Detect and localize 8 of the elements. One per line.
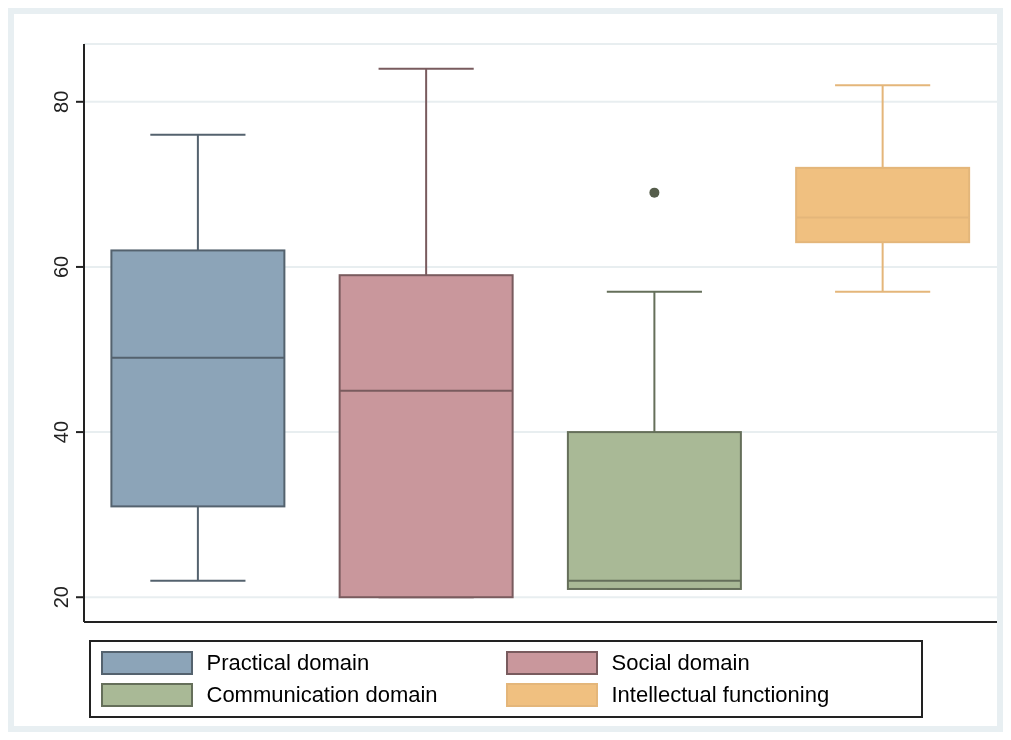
legend-label: Communication domain (206, 682, 438, 708)
y-tick-label: 40 (50, 420, 72, 444)
legend-label: Intellectual functioning (611, 682, 830, 708)
y-tick-label: 60 (50, 255, 72, 279)
legend-label: Practical domain (206, 650, 370, 676)
y-tick-label: 80 (50, 90, 72, 113)
y-tick-label: 20 (50, 586, 72, 609)
legend-label: Social domain (611, 650, 750, 676)
